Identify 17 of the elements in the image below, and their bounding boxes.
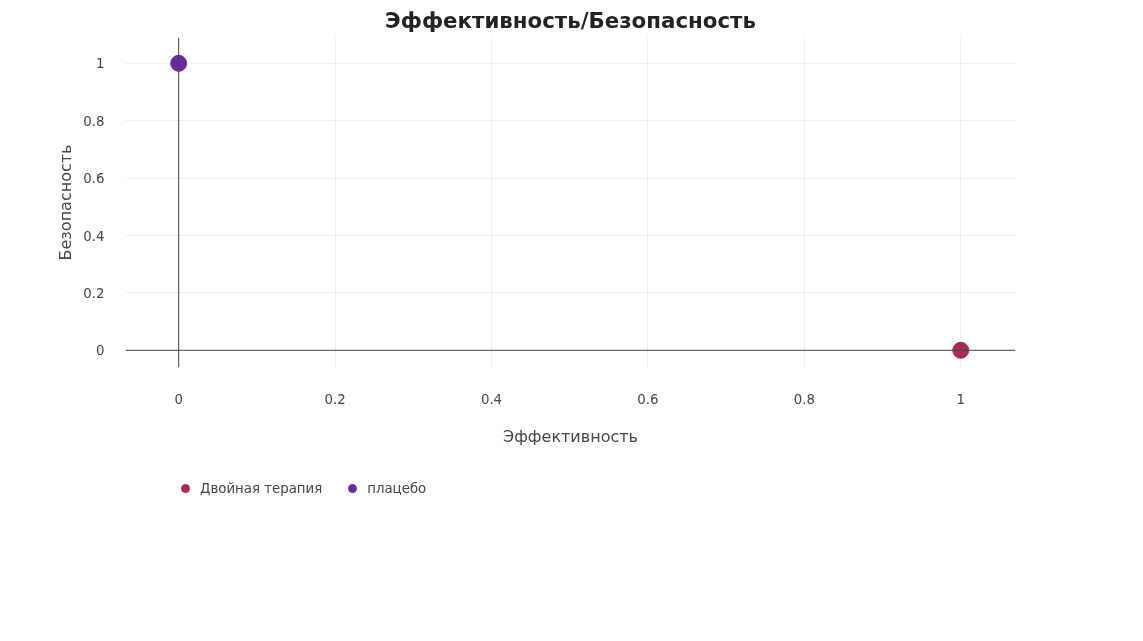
x-tick-label: 1: [956, 391, 965, 407]
y-tick-label: 0.4: [83, 228, 105, 244]
y-tick-label: 0.8: [83, 113, 105, 129]
y-tick-label: 0.6: [83, 171, 105, 187]
x-tick-label: 0.8: [793, 391, 815, 407]
y-tick-label: 1: [96, 56, 105, 72]
x-tick-label: 0: [174, 391, 183, 407]
legend-label: Двойная терапия: [200, 480, 323, 496]
x-axis-title: Эффективность: [503, 426, 638, 446]
legend-label: плацебо: [367, 480, 427, 496]
x-tick-label: 0.4: [480, 391, 503, 407]
y-tick-label: 0: [96, 343, 105, 359]
chart-title: Эффективность/Безопасность: [385, 7, 756, 33]
y-axis-title: Безопасность: [56, 144, 76, 261]
x-tick-label: 0.2: [324, 391, 346, 407]
x-tick-label: 0.6: [637, 391, 659, 407]
y-tick-label: 0.2: [83, 285, 105, 301]
